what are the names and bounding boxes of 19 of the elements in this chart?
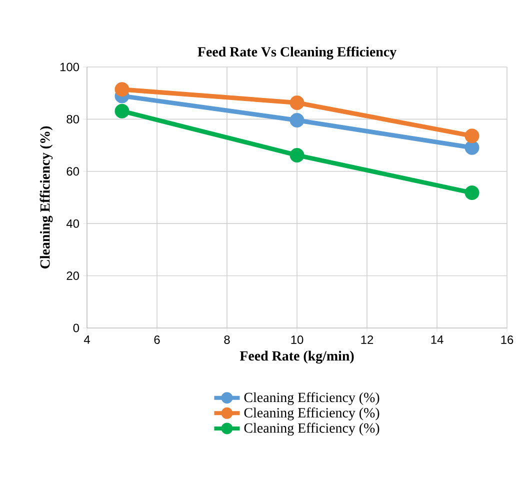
legend-label: Cleaning Efficiency (%) xyxy=(244,392,380,406)
y-axis-title: Cleaning Efficiency (%) xyxy=(40,126,53,268)
y-tick-label: 80 xyxy=(66,114,80,124)
legend-label: Cleaning Efficiency (%) xyxy=(244,407,380,420)
y-tick-label: 0 xyxy=(73,324,80,332)
y-tick-label: 100 xyxy=(60,62,80,72)
x-tick-label: 14 xyxy=(431,336,444,344)
x-tick-label: 6 xyxy=(154,336,160,344)
y-tick-label: 20 xyxy=(66,272,80,280)
x-tick-label: 12 xyxy=(361,336,374,344)
x-tick-label: 4 xyxy=(84,336,90,344)
x-tick-label: 10 xyxy=(291,336,304,344)
legend-label: Cleaning Efficiency (%) xyxy=(244,422,380,436)
chart-title: Feed Rate Vs Cleaning Efficiency xyxy=(198,46,396,60)
y-tick-label: 40 xyxy=(66,219,80,228)
x-tick-label: 8 xyxy=(224,336,230,344)
x-axis-title: Feed Rate (kg/min) xyxy=(240,350,354,364)
y-tick-label: 60 xyxy=(66,167,80,176)
x-tick-label: 16 xyxy=(501,336,514,344)
